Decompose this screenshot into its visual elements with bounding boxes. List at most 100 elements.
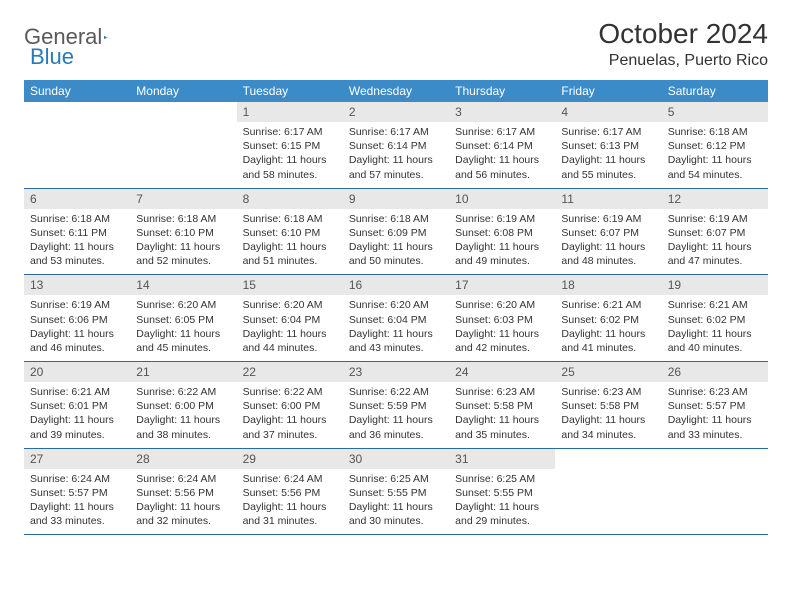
daylight-text: Daylight: 11 hours and 42 minutes. <box>455 327 549 355</box>
sunrise-text: Sunrise: 6:19 AM <box>561 212 655 226</box>
day-body: Sunrise: 6:23 AMSunset: 5:58 PMDaylight:… <box>555 382 661 448</box>
day-cell: 4Sunrise: 6:17 AMSunset: 6:13 PMDaylight… <box>555 102 661 188</box>
daylight-text: Daylight: 11 hours and 40 minutes. <box>668 327 762 355</box>
sunset-text: Sunset: 6:08 PM <box>455 226 549 240</box>
sunrise-text: Sunrise: 6:23 AM <box>455 385 549 399</box>
day-cell: 23Sunrise: 6:22 AMSunset: 5:59 PMDayligh… <box>343 362 449 448</box>
day-cell: 18Sunrise: 6:21 AMSunset: 6:02 PMDayligh… <box>555 275 661 361</box>
daylight-text: Daylight: 11 hours and 51 minutes. <box>243 240 337 268</box>
daylight-text: Daylight: 11 hours and 43 minutes. <box>349 327 443 355</box>
dow-saturday: Saturday <box>662 80 768 102</box>
sunset-text: Sunset: 5:55 PM <box>455 486 549 500</box>
sunrise-text: Sunrise: 6:24 AM <box>136 472 230 486</box>
daylight-text: Daylight: 11 hours and 50 minutes. <box>349 240 443 268</box>
sunrise-text: Sunrise: 6:22 AM <box>136 385 230 399</box>
day-number: 9 <box>343 189 449 209</box>
day-cell: 10Sunrise: 6:19 AMSunset: 6:08 PMDayligh… <box>449 189 555 275</box>
sunrise-text: Sunrise: 6:23 AM <box>561 385 655 399</box>
sunrise-text: Sunrise: 6:24 AM <box>30 472 124 486</box>
title-block: October 2024 Penuelas, Puerto Rico <box>598 18 768 70</box>
day-cell <box>555 449 661 535</box>
dow-row: Sunday Monday Tuesday Wednesday Thursday… <box>24 80 768 102</box>
day-cell: 6Sunrise: 6:18 AMSunset: 6:11 PMDaylight… <box>24 189 130 275</box>
day-body: Sunrise: 6:19 AMSunset: 6:06 PMDaylight:… <box>24 295 130 361</box>
day-body: Sunrise: 6:19 AMSunset: 6:07 PMDaylight:… <box>662 209 768 275</box>
sunrise-text: Sunrise: 6:18 AM <box>243 212 337 226</box>
day-cell: 12Sunrise: 6:19 AMSunset: 6:07 PMDayligh… <box>662 189 768 275</box>
sunrise-text: Sunrise: 6:18 AM <box>349 212 443 226</box>
day-number: 28 <box>130 449 236 469</box>
day-number: 3 <box>449 102 555 122</box>
day-cell: 30Sunrise: 6:25 AMSunset: 5:55 PMDayligh… <box>343 449 449 535</box>
sunrise-text: Sunrise: 6:24 AM <box>243 472 337 486</box>
daylight-text: Daylight: 11 hours and 53 minutes. <box>30 240 124 268</box>
day-cell: 13Sunrise: 6:19 AMSunset: 6:06 PMDayligh… <box>24 275 130 361</box>
weeks-container: 1Sunrise: 6:17 AMSunset: 6:15 PMDaylight… <box>24 102 768 535</box>
daylight-text: Daylight: 11 hours and 35 minutes. <box>455 413 549 441</box>
day-body: Sunrise: 6:17 AMSunset: 6:15 PMDaylight:… <box>237 122 343 188</box>
daylight-text: Daylight: 11 hours and 44 minutes. <box>243 327 337 355</box>
dow-tuesday: Tuesday <box>237 80 343 102</box>
day-cell: 28Sunrise: 6:24 AMSunset: 5:56 PMDayligh… <box>130 449 236 535</box>
sunrise-text: Sunrise: 6:17 AM <box>455 125 549 139</box>
day-body: Sunrise: 6:18 AMSunset: 6:10 PMDaylight:… <box>130 209 236 275</box>
daylight-text: Daylight: 11 hours and 31 minutes. <box>243 500 337 528</box>
day-number: 31 <box>449 449 555 469</box>
day-cell <box>662 449 768 535</box>
sunset-text: Sunset: 6:13 PM <box>561 139 655 153</box>
sunset-text: Sunset: 5:56 PM <box>136 486 230 500</box>
day-body: Sunrise: 6:20 AMSunset: 6:05 PMDaylight:… <box>130 295 236 361</box>
sunset-text: Sunset: 6:09 PM <box>349 226 443 240</box>
daylight-text: Daylight: 11 hours and 39 minutes. <box>30 413 124 441</box>
day-cell: 21Sunrise: 6:22 AMSunset: 6:00 PMDayligh… <box>130 362 236 448</box>
sunset-text: Sunset: 6:11 PM <box>30 226 124 240</box>
day-cell: 7Sunrise: 6:18 AMSunset: 6:10 PMDaylight… <box>130 189 236 275</box>
day-cell <box>130 102 236 188</box>
day-number: 19 <box>662 275 768 295</box>
day-body: Sunrise: 6:23 AMSunset: 5:58 PMDaylight:… <box>449 382 555 448</box>
day-number: 27 <box>24 449 130 469</box>
day-number: 18 <box>555 275 661 295</box>
sunrise-text: Sunrise: 6:17 AM <box>561 125 655 139</box>
day-number: 8 <box>237 189 343 209</box>
day-number: 21 <box>130 362 236 382</box>
day-body: Sunrise: 6:18 AMSunset: 6:11 PMDaylight:… <box>24 209 130 275</box>
sunrise-text: Sunrise: 6:19 AM <box>455 212 549 226</box>
day-cell: 9Sunrise: 6:18 AMSunset: 6:09 PMDaylight… <box>343 189 449 275</box>
day-number: 16 <box>343 275 449 295</box>
day-number: 20 <box>24 362 130 382</box>
sunset-text: Sunset: 6:07 PM <box>668 226 762 240</box>
sunrise-text: Sunrise: 6:20 AM <box>243 298 337 312</box>
sunset-text: Sunset: 6:15 PM <box>243 139 337 153</box>
sunrise-text: Sunrise: 6:20 AM <box>455 298 549 312</box>
day-body: Sunrise: 6:21 AMSunset: 6:01 PMDaylight:… <box>24 382 130 448</box>
sunset-text: Sunset: 6:10 PM <box>136 226 230 240</box>
sunset-text: Sunset: 6:10 PM <box>243 226 337 240</box>
sunrise-text: Sunrise: 6:19 AM <box>30 298 124 312</box>
day-body: Sunrise: 6:24 AMSunset: 5:56 PMDaylight:… <box>130 469 236 535</box>
day-cell: 20Sunrise: 6:21 AMSunset: 6:01 PMDayligh… <box>24 362 130 448</box>
sunset-text: Sunset: 6:12 PM <box>668 139 762 153</box>
day-body: Sunrise: 6:18 AMSunset: 6:09 PMDaylight:… <box>343 209 449 275</box>
day-number: 2 <box>343 102 449 122</box>
day-number: 13 <box>24 275 130 295</box>
daylight-text: Daylight: 11 hours and 48 minutes. <box>561 240 655 268</box>
day-number: 5 <box>662 102 768 122</box>
sunrise-text: Sunrise: 6:21 AM <box>561 298 655 312</box>
daylight-text: Daylight: 11 hours and 30 minutes. <box>349 500 443 528</box>
day-cell: 25Sunrise: 6:23 AMSunset: 5:58 PMDayligh… <box>555 362 661 448</box>
daylight-text: Daylight: 11 hours and 37 minutes. <box>243 413 337 441</box>
sunrise-text: Sunrise: 6:23 AM <box>668 385 762 399</box>
sunset-text: Sunset: 5:58 PM <box>455 399 549 413</box>
day-body: Sunrise: 6:17 AMSunset: 6:13 PMDaylight:… <box>555 122 661 188</box>
sunset-text: Sunset: 6:04 PM <box>243 313 337 327</box>
daylight-text: Daylight: 11 hours and 57 minutes. <box>349 153 443 181</box>
sunrise-text: Sunrise: 6:21 AM <box>668 298 762 312</box>
day-body: Sunrise: 6:19 AMSunset: 6:08 PMDaylight:… <box>449 209 555 275</box>
day-body: Sunrise: 6:25 AMSunset: 5:55 PMDaylight:… <box>343 469 449 535</box>
sunrise-text: Sunrise: 6:17 AM <box>243 125 337 139</box>
day-body: Sunrise: 6:21 AMSunset: 6:02 PMDaylight:… <box>555 295 661 361</box>
day-cell: 31Sunrise: 6:25 AMSunset: 5:55 PMDayligh… <box>449 449 555 535</box>
day-cell: 15Sunrise: 6:20 AMSunset: 6:04 PMDayligh… <box>237 275 343 361</box>
sunset-text: Sunset: 6:01 PM <box>30 399 124 413</box>
